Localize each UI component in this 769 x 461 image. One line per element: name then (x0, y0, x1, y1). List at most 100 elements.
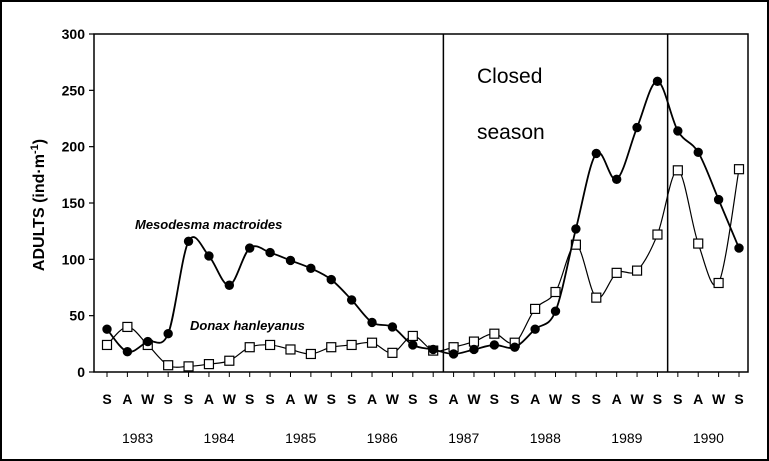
data-point (550, 286, 561, 298)
y-axis-label: ADULTS (ind·m-1) (29, 139, 48, 271)
annotation-closed: Closed (477, 65, 542, 88)
data-point (489, 328, 500, 339)
data-point (734, 243, 744, 253)
data-point (183, 361, 194, 372)
x-tick-label: W (467, 391, 481, 407)
y-axis-ticks: 0 50 100 150 200 250 300 (62, 26, 94, 380)
data-point (387, 347, 398, 358)
data-point (611, 267, 622, 278)
data-point (733, 164, 745, 175)
data-point (244, 342, 255, 353)
x-tick-label: A (693, 391, 703, 407)
year-labels: 1983 1984 1985 1986 1987 1988 1989 1990 (122, 430, 724, 446)
x-tick-label: S (653, 391, 662, 407)
x-tick-label: S (265, 391, 274, 407)
x-tick-label: S (429, 391, 438, 407)
y-tick-label: 300 (62, 26, 86, 42)
data-point (224, 280, 235, 290)
closed-season-lines (442, 34, 669, 372)
x-tick-label: S (673, 391, 682, 407)
y-tick-label: 250 (62, 82, 86, 98)
year-label: 1983 (122, 430, 153, 446)
x-tick-label: A (612, 391, 622, 407)
data-point (713, 194, 724, 205)
x-tick-label: S (184, 391, 193, 407)
data-point (631, 265, 643, 276)
data-point (428, 344, 438, 355)
data-point (346, 295, 357, 305)
series-group (101, 76, 745, 372)
x-tick-label: A (449, 391, 459, 407)
x-tick-label: S (490, 391, 499, 407)
data-point (265, 247, 275, 258)
x-tick-label: W (141, 391, 155, 407)
data-point (448, 349, 459, 359)
data-point (346, 339, 357, 351)
data-point (550, 306, 561, 316)
y-tick-label: 0 (77, 364, 85, 380)
data-point (672, 165, 683, 176)
data-point (143, 336, 153, 347)
x-tick-label: S (592, 391, 601, 407)
x-tick-label: S (408, 391, 417, 407)
x-tick-label: A (204, 391, 214, 407)
x-tick-label: W (223, 391, 237, 407)
data-point (652, 229, 663, 240)
data-point (122, 321, 133, 333)
data-point (713, 277, 724, 289)
year-label: 1985 (285, 430, 316, 446)
x-tick-label: W (712, 391, 726, 407)
year-label: 1987 (448, 430, 479, 446)
data-point (366, 337, 378, 348)
year-label: 1986 (367, 430, 398, 446)
data-point (183, 236, 194, 247)
data-point (285, 344, 296, 355)
data-point (264, 339, 276, 351)
x-tick-label: A (367, 391, 377, 407)
series-label-mesodesma: Mesodesma mactroides (135, 217, 282, 232)
x-tick-label: S (734, 391, 743, 407)
x-tick-label: S (347, 391, 356, 407)
year-label: 1989 (611, 430, 642, 446)
data-point (224, 355, 235, 366)
data-point (204, 251, 214, 261)
data-point (468, 336, 480, 347)
x-tick-label: S (245, 391, 254, 407)
data-point (163, 360, 174, 371)
data-point (102, 324, 112, 334)
x-tick-label: S (571, 391, 580, 407)
data-point (530, 303, 541, 315)
data-point (326, 342, 337, 353)
data-point (693, 147, 703, 158)
data-point (489, 340, 500, 350)
year-label: 1990 (693, 430, 724, 446)
data-point (611, 174, 622, 185)
x-tick-label: A (122, 391, 132, 407)
data-point (673, 126, 683, 136)
y-tick-label: 50 (69, 308, 85, 324)
data-point (203, 359, 215, 370)
data-point (122, 347, 133, 357)
series-mesodesma (102, 76, 744, 359)
data-point (469, 344, 479, 355)
y-tick-label: 100 (62, 251, 86, 267)
data-point (306, 263, 316, 274)
x-tick-label: W (386, 391, 400, 407)
data-point (632, 122, 642, 133)
x-tick-label: S (510, 391, 519, 407)
data-point (652, 76, 663, 87)
data-point (408, 340, 418, 350)
x-tick-label: S (102, 391, 111, 407)
data-point (387, 322, 398, 332)
x-tick-label: W (549, 391, 563, 407)
y-tick-label: 150 (62, 195, 86, 211)
annotation-season: season (477, 121, 545, 144)
x-tick-label: A (285, 391, 295, 407)
year-label: 1984 (204, 430, 235, 446)
data-point (591, 148, 601, 159)
data-point (326, 274, 336, 285)
data-point (163, 328, 173, 339)
